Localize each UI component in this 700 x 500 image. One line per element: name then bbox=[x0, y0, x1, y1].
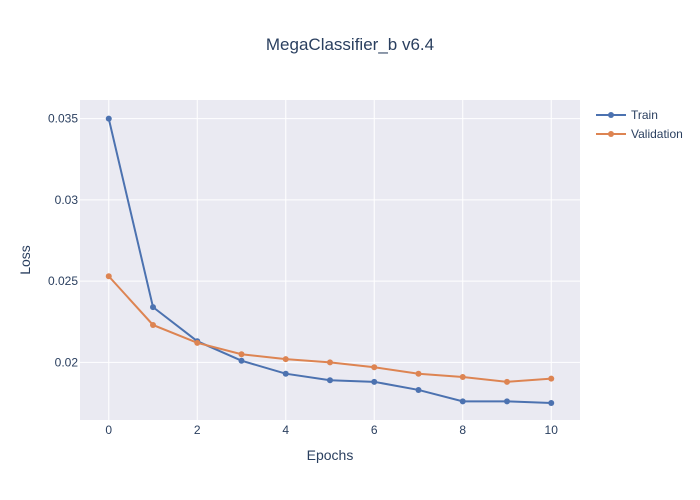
legend-item-validation[interactable]: Validation bbox=[596, 127, 683, 141]
x-tick-label: 0 bbox=[105, 423, 112, 437]
legend: Train Validation bbox=[596, 108, 683, 141]
data-point-train bbox=[371, 378, 378, 385]
x-tick-label: 6 bbox=[371, 423, 378, 437]
y-tick-label: 0.02 bbox=[55, 355, 79, 369]
data-point-train bbox=[327, 377, 333, 384]
chart-title: MegaClassifier_b v6.4 bbox=[266, 35, 434, 54]
data-point-validation bbox=[415, 370, 422, 377]
data-point-validation bbox=[327, 359, 333, 366]
grid-lines bbox=[80, 100, 580, 420]
x-tick-labels: 0 2 4 6 8 10 bbox=[105, 423, 558, 437]
data-point-train bbox=[238, 357, 245, 364]
data-point-train bbox=[150, 304, 157, 311]
y-axis-label: Loss bbox=[17, 245, 33, 275]
x-tick-label: 4 bbox=[282, 423, 289, 437]
data-point-validation bbox=[238, 351, 245, 358]
legend-label: Train bbox=[631, 108, 658, 122]
x-axis-label: Epochs bbox=[307, 447, 354, 463]
legend-marker bbox=[608, 112, 614, 118]
data-point-validation bbox=[282, 356, 289, 363]
y-tick-labels: 0.02 0.025 0.03 0.035 bbox=[48, 112, 78, 370]
y-tick-label: 0.03 bbox=[55, 193, 79, 207]
data-point-validation bbox=[194, 339, 201, 346]
data-point-train bbox=[548, 399, 555, 406]
legend-marker bbox=[608, 131, 614, 137]
x-tick-label: 2 bbox=[194, 423, 201, 437]
legend-item-train[interactable]: Train bbox=[596, 108, 658, 122]
data-point-train bbox=[282, 370, 289, 377]
series-group bbox=[105, 115, 555, 406]
data-point-validation bbox=[150, 321, 157, 328]
x-tick-label: 10 bbox=[545, 423, 559, 437]
x-tick-label: 8 bbox=[459, 423, 466, 437]
data-point-train bbox=[503, 398, 510, 405]
data-point-train bbox=[459, 398, 466, 405]
data-point-train bbox=[415, 386, 422, 393]
y-tick-label: 0.025 bbox=[48, 274, 78, 288]
legend-label: Validation bbox=[631, 127, 683, 141]
y-tick-label: 0.035 bbox=[48, 112, 78, 126]
plot-area bbox=[80, 100, 580, 420]
data-point-train bbox=[105, 115, 112, 122]
data-point-validation bbox=[459, 373, 466, 380]
data-point-validation bbox=[371, 364, 378, 371]
data-point-validation bbox=[548, 375, 555, 382]
data-point-validation bbox=[503, 378, 510, 385]
data-point-validation bbox=[105, 273, 112, 280]
